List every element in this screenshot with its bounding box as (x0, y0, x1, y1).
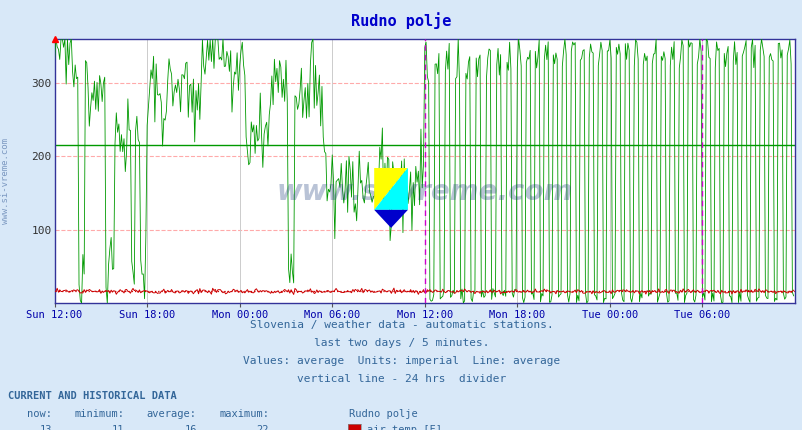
Text: Values: average  Units: imperial  Line: average: Values: average Units: imperial Line: av… (242, 356, 560, 366)
Text: CURRENT AND HISTORICAL DATA: CURRENT AND HISTORICAL DATA (8, 391, 176, 401)
Text: now:: now: (27, 409, 52, 419)
Polygon shape (374, 210, 407, 228)
Polygon shape (374, 168, 407, 210)
Text: last two days / 5 minutes.: last two days / 5 minutes. (314, 338, 488, 348)
Text: Rudno polje: Rudno polje (349, 409, 418, 419)
Text: 13: 13 (39, 425, 52, 430)
Text: Rudno polje: Rudno polje (351, 12, 451, 29)
Text: minimum:: minimum: (75, 409, 124, 419)
Text: 16: 16 (184, 425, 196, 430)
Polygon shape (374, 168, 407, 210)
Text: 11: 11 (111, 425, 124, 430)
Text: air temp.[F]: air temp.[F] (367, 425, 441, 430)
Text: Slovenia / weather data - automatic stations.: Slovenia / weather data - automatic stat… (249, 319, 553, 330)
Text: average:: average: (147, 409, 196, 419)
Text: vertical line - 24 hrs  divider: vertical line - 24 hrs divider (297, 374, 505, 384)
Text: maximum:: maximum: (219, 409, 269, 419)
Text: www.si-vreme.com: www.si-vreme.com (1, 138, 10, 224)
Text: 22: 22 (256, 425, 269, 430)
Text: www.si-vreme.com: www.si-vreme.com (276, 178, 573, 206)
